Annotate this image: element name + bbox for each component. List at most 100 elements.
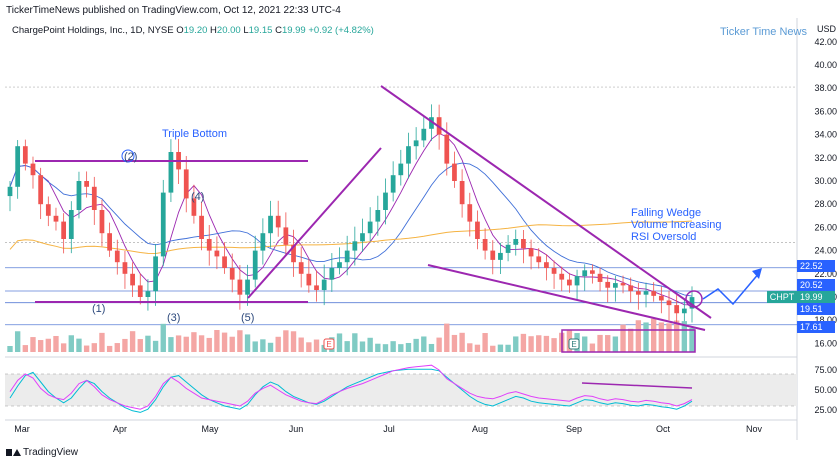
volume-bar <box>620 324 626 352</box>
time-tick-label: Jul <box>383 424 395 434</box>
volume-bar <box>689 328 695 352</box>
volume-bar <box>214 330 220 352</box>
price-tag-label: 19.51 <box>800 304 823 314</box>
volume-bar <box>612 336 619 352</box>
rsi-line <box>9 364 693 410</box>
candle-body <box>306 273 312 286</box>
candle-body <box>168 152 174 193</box>
candle-body <box>567 279 572 286</box>
volume-bar <box>237 330 243 352</box>
volume-bar <box>260 339 266 352</box>
candle-body <box>68 210 74 239</box>
volume-bar <box>413 338 419 352</box>
pivot-1-label: (1) <box>92 303 105 315</box>
candle-body <box>245 279 250 295</box>
candle-body <box>612 283 618 288</box>
candle-body <box>99 210 105 234</box>
candle-body <box>367 221 373 234</box>
tradingview-logo-icon <box>6 448 21 457</box>
currency-label: USD <box>816 24 836 34</box>
candle-body <box>107 233 112 251</box>
time-tick-label: Nov <box>746 424 763 434</box>
candle-body <box>199 215 204 239</box>
candle-body <box>260 233 266 251</box>
candle-body <box>559 273 565 280</box>
volume-bar <box>628 328 634 352</box>
oscillator-tick-label: 75.00 <box>814 365 837 375</box>
candle-body <box>597 273 603 282</box>
publish-info: TickerTimeNews published on TradingView.… <box>6 5 341 16</box>
tradingview-footer[interactable]: TradingView <box>6 447 78 458</box>
candle-body <box>658 295 664 301</box>
volume-bar <box>267 342 274 352</box>
volume-bar <box>428 343 435 352</box>
earnings-marker <box>323 338 335 350</box>
candle-body <box>681 308 687 314</box>
price-tag-label: 20.52 <box>800 280 823 290</box>
time-tick-label: Oct <box>656 424 671 434</box>
price-tick-label: 38.00 <box>814 83 837 93</box>
price-tag <box>797 303 835 315</box>
volume-bar <box>421 336 427 352</box>
candle-body <box>475 221 480 239</box>
pivot-4-label: (4) <box>191 191 204 203</box>
candle-body <box>76 181 82 210</box>
candle-body <box>651 291 657 296</box>
price-tag <box>797 260 835 272</box>
volume-bar <box>666 323 672 352</box>
volume-bar <box>405 342 412 352</box>
volume-bar <box>91 343 97 352</box>
volume-bar <box>536 335 542 352</box>
candle-body <box>222 256 227 268</box>
price-tag <box>797 279 835 291</box>
candle-body <box>15 146 21 187</box>
rsi-divergence-line <box>581 382 693 389</box>
volume-bar <box>68 335 74 352</box>
candle-body <box>528 248 534 257</box>
candle-body <box>53 215 59 222</box>
price-tick-label: 24.00 <box>814 246 837 256</box>
volume-bar <box>252 341 258 352</box>
volume-bar <box>168 337 174 352</box>
candle-body <box>635 291 641 295</box>
candle-body <box>298 262 304 274</box>
projection-arrow-head <box>752 268 762 279</box>
candle-body <box>237 279 243 295</box>
volume-bar <box>528 336 534 352</box>
volume-bar <box>45 338 51 352</box>
price-tag <box>797 321 835 333</box>
volume-bar <box>681 321 688 352</box>
breakout-circle <box>685 290 703 308</box>
volume-bar <box>244 334 251 352</box>
volume-bars <box>7 318 695 352</box>
volume-bar <box>175 335 182 352</box>
volume-bar <box>658 322 665 352</box>
pivot-2-label: (2) <box>124 151 137 163</box>
candle-body <box>153 256 158 292</box>
volume-bar <box>37 340 44 352</box>
low-label: L <box>243 25 249 36</box>
candle-body <box>91 186 97 210</box>
price-tick-label: 40.00 <box>814 60 837 70</box>
volume-bar <box>352 333 358 352</box>
ma-mid-line <box>9 162 693 297</box>
volume-increasing-label: Volume Increasing <box>631 219 722 231</box>
candle-body <box>482 239 488 251</box>
symbol-legend: ChargePoint Holdings, Inc., 1D, NYSE O19… <box>12 25 374 36</box>
candle-body <box>30 163 36 176</box>
time-tick-label: Jun <box>289 424 304 434</box>
candle-body <box>689 297 695 309</box>
earnings-marker-label: E <box>326 340 331 349</box>
high-label: H <box>210 25 217 36</box>
candle-body <box>337 262 342 268</box>
candle-body <box>22 146 28 164</box>
volume-bar <box>160 323 166 352</box>
volume-bar <box>367 337 373 352</box>
oscillator-tick-label: 50.00 <box>814 385 837 395</box>
price-tick-label: 28.00 <box>814 199 837 209</box>
volume-bar <box>290 331 297 352</box>
volume-bar <box>398 344 404 352</box>
candle-body <box>521 239 526 249</box>
candle-body <box>268 215 273 234</box>
volume-bar <box>474 344 481 352</box>
